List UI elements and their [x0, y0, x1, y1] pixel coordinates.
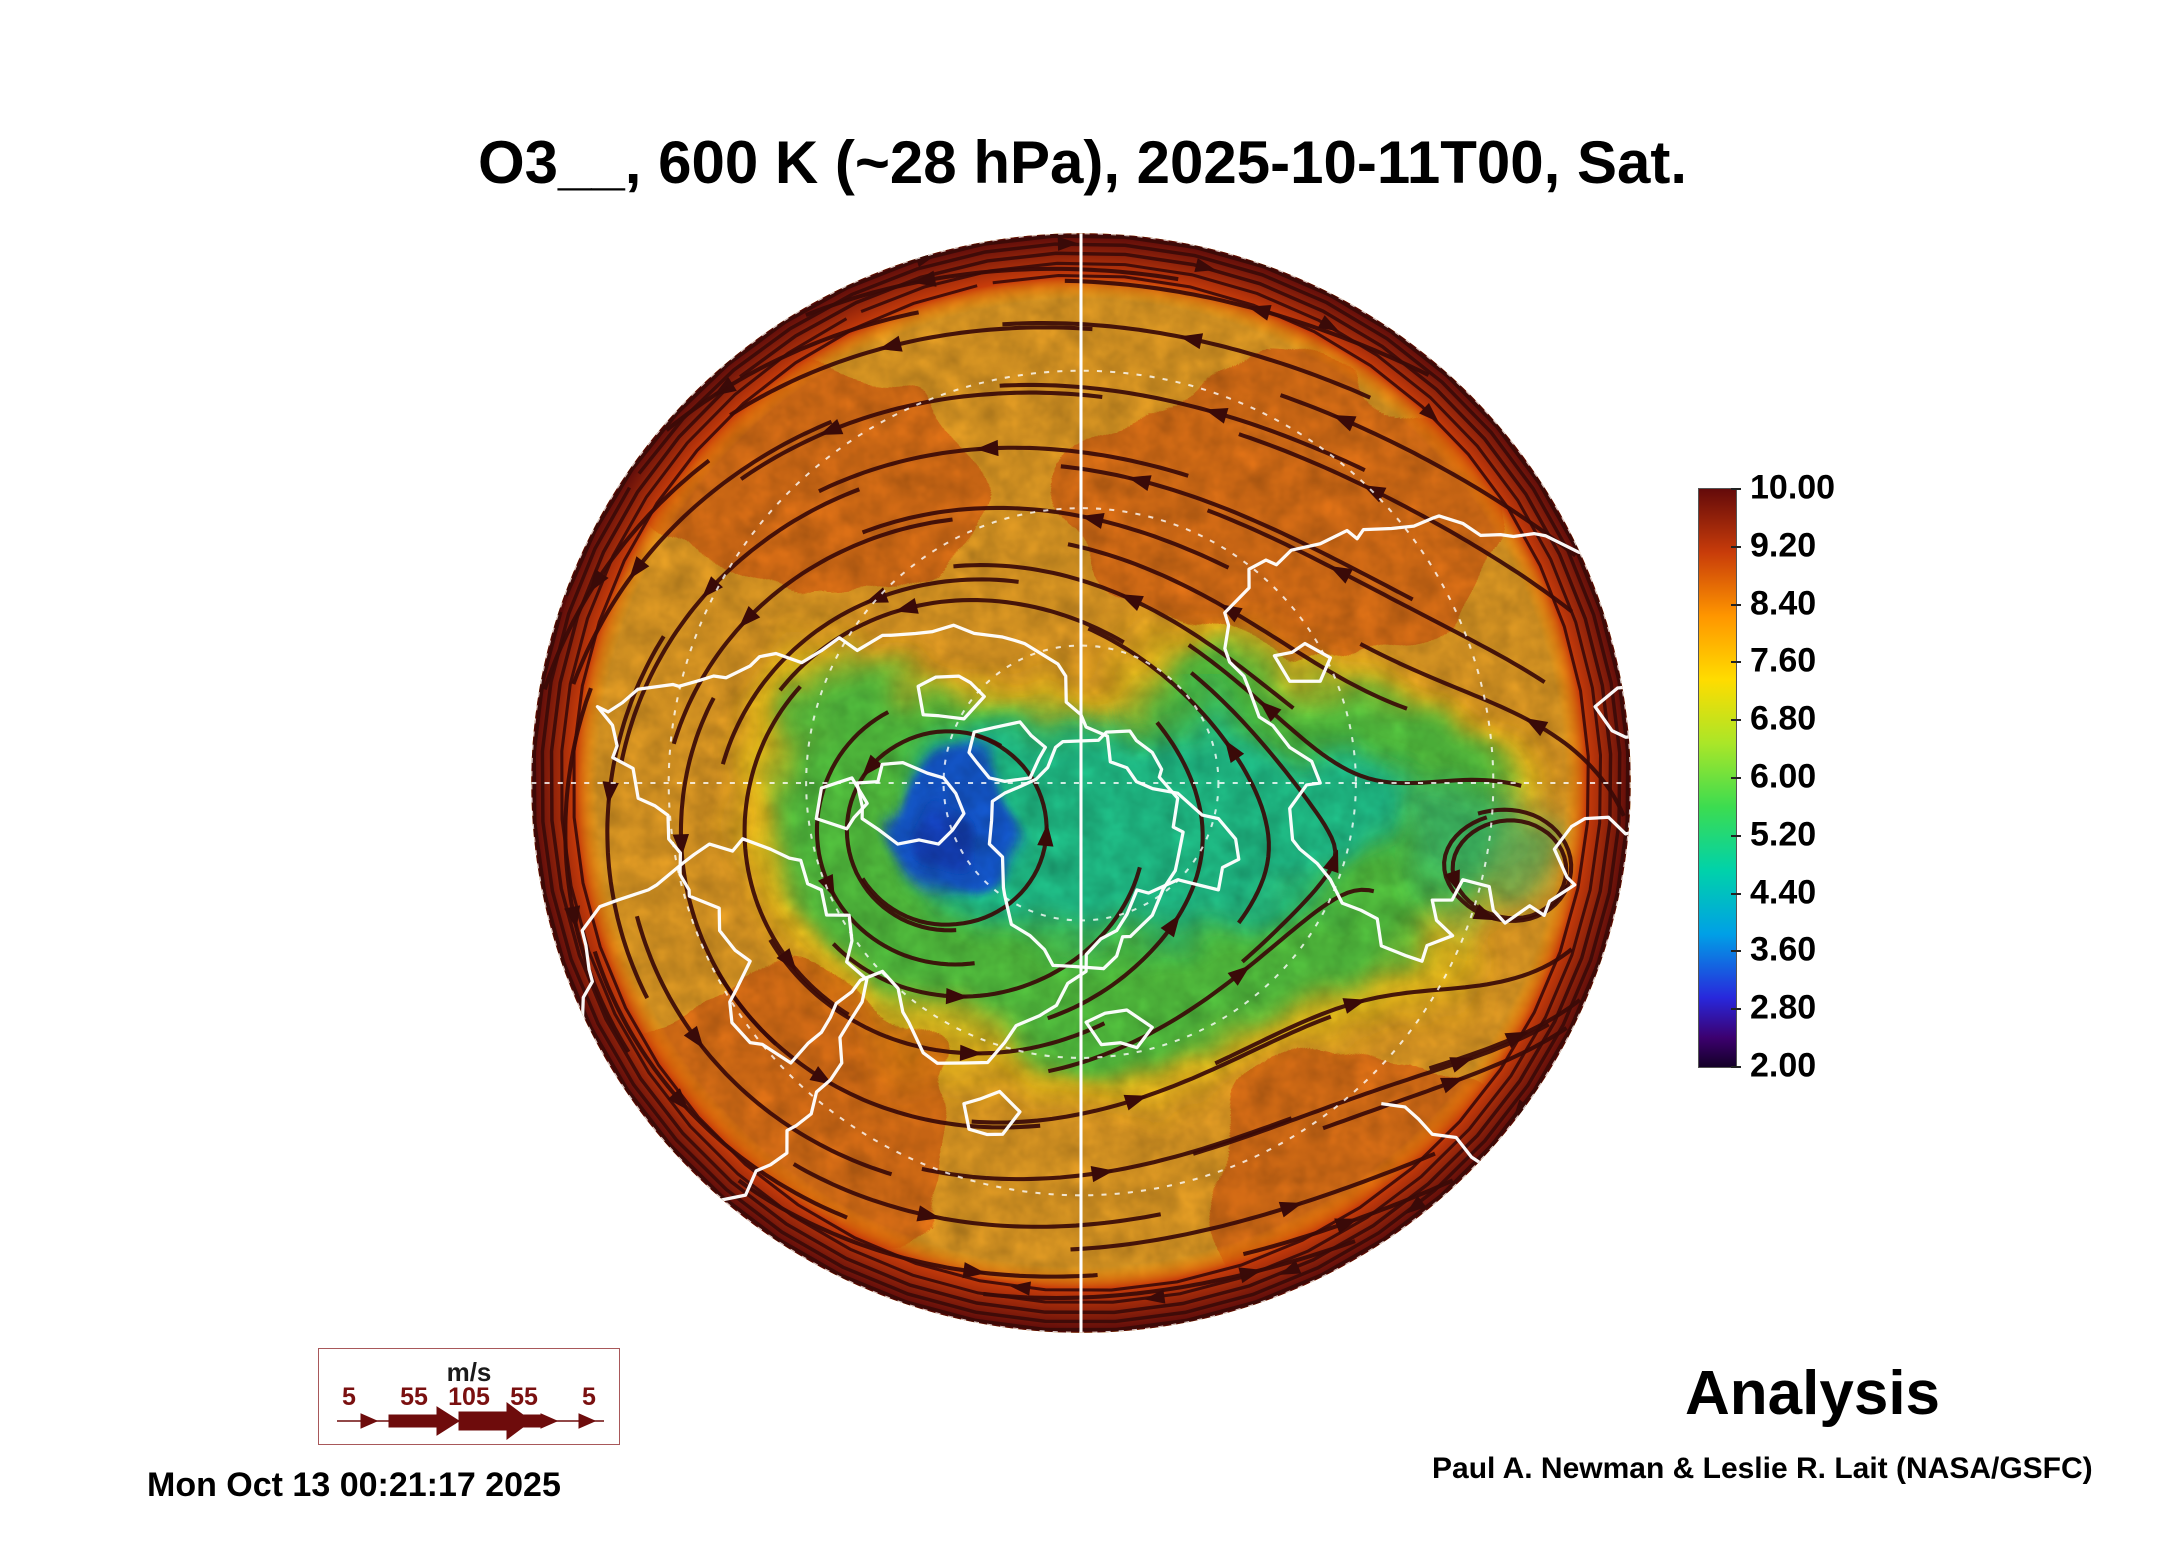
- svg-text:5: 5: [342, 1383, 356, 1411]
- svg-text:55: 55: [510, 1383, 538, 1411]
- svg-text:5: 5: [582, 1383, 596, 1411]
- svg-text:105: 105: [448, 1383, 490, 1411]
- svg-text:55: 55: [400, 1383, 428, 1411]
